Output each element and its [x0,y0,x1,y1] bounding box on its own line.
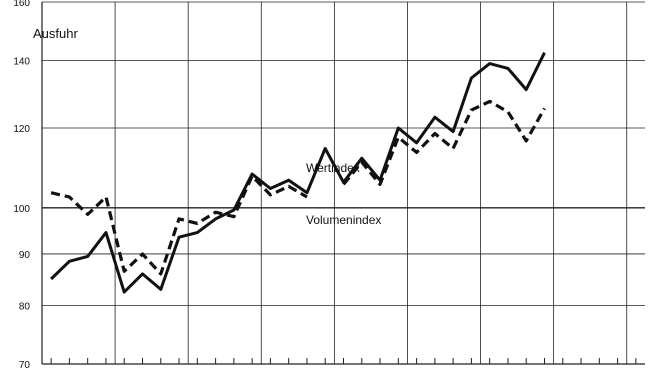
grid [41,1,645,365]
y-tick-label: 140 [13,56,30,67]
x-tick-marks [50,358,637,364]
y-tick-label: 160 [13,0,30,9]
series-line-wertindex [50,52,546,294]
y-tick-label: 70 [19,360,31,370]
series-line-volumenindex [50,99,546,276]
y-tick-labels: 70 80 90 100 120 140 160 [13,0,30,370]
series-lines [50,52,546,294]
y-tick-label: 90 [19,250,31,261]
y-tick-label: 120 [13,124,30,135]
series-label-wertindex: Wertindex [306,161,360,175]
y-tick-label: 80 [19,302,31,313]
chart-title: Ausfuhr [33,26,78,41]
series-label-volumenindex: Volumenindex [306,213,381,227]
y-tick-label: 100 [13,204,30,215]
